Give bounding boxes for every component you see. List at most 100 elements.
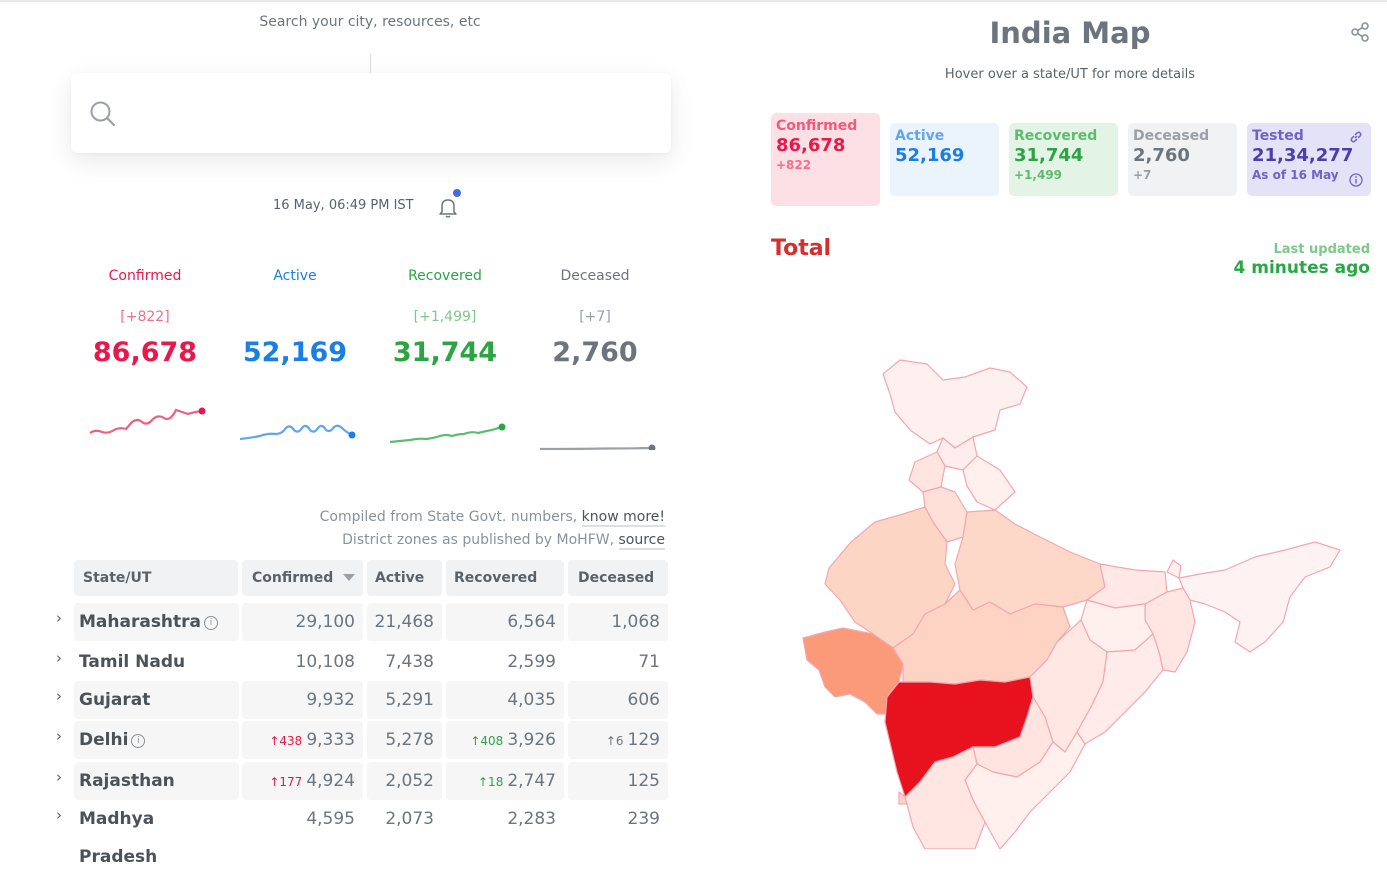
chevron-right-icon[interactable]: › [56, 806, 62, 824]
value-active: 5,278 [385, 730, 434, 750]
map-title: India Map [989, 16, 1151, 50]
link-icon[interactable] [1349, 130, 1363, 144]
level-active-total: 52,169 [242, 337, 348, 368]
map-state-goa [898, 791, 908, 805]
search-hint: Search your city, resources, etc [259, 14, 481, 30]
top-border [0, 0, 1387, 2]
header-confirmed-label: Confirmed [252, 570, 334, 586]
value-recovered: 4,035 [507, 690, 556, 710]
level-active-label: Active [273, 268, 317, 284]
compiled-note-line1: Compiled from State Govt. numbers, know … [319, 509, 665, 527]
source-link[interactable]: source [618, 532, 665, 550]
search-icon [90, 101, 116, 127]
table-cell-state[interactable]: Rajasthan [74, 762, 239, 800]
map-stat-tested[interactable]: Tested 21,34,277 As of 16 May [1247, 123, 1371, 196]
table-cell-deceased: 606 [568, 681, 668, 719]
bell-icon[interactable] [438, 197, 458, 219]
table-cell-recovered: ↑18 2,747 [446, 762, 564, 800]
value-active: 2,073 [385, 809, 434, 829]
india-map[interactable] [795, 352, 1355, 849]
map-stat-confirmed[interactable]: Confirmed 86,678 +822 [771, 113, 880, 206]
level-confirmed-delta: [+822] [120, 309, 170, 325]
map-stat-confirmed-value: 86,678 [776, 135, 846, 156]
value-confirmed: 29,100 [295, 612, 355, 632]
share-icon[interactable] [1349, 21, 1371, 43]
value-deceased: 239 [627, 809, 660, 829]
table-cell-confirmed: ↑177 4,924 [242, 762, 363, 800]
table-cell-state[interactable]: Maharashtra i [74, 603, 239, 641]
table-cell-confirmed: 10,108 [242, 643, 363, 681]
search-input[interactable] [133, 97, 657, 131]
table-cell-confirmed: 9,932 [242, 681, 363, 719]
header-state[interactable]: State/UT [74, 560, 238, 596]
value-state: Madhya Pradesh [79, 809, 158, 867]
map-stat-active-value: 52,169 [895, 145, 965, 166]
value-deceased: 71 [638, 652, 660, 672]
level-deceased-delta: [+7] [579, 309, 611, 325]
level-deceased-label: Deceased [560, 268, 630, 284]
value-confirmed: 10,108 [295, 652, 355, 672]
value-state: Rajasthan [79, 771, 175, 791]
level-deceased-total: 2,760 [552, 337, 638, 368]
table-cell-confirmed: ↑438 9,333 [242, 721, 363, 759]
header-active[interactable]: Active [367, 560, 442, 596]
map-state-karnataka [904, 746, 986, 849]
delta-deceased: ↑6 [605, 734, 624, 748]
table-cell-active: 21,468 [367, 603, 442, 641]
value-deceased: 129 [627, 730, 660, 750]
value-state: Maharashtra [79, 612, 202, 632]
map-state-uttarakhand [962, 455, 1016, 511]
chevron-right-icon[interactable]: › [56, 727, 62, 745]
map-stat-recovered[interactable]: Recovered 31,744 +1,499 [1009, 123, 1118, 196]
map-stat-active[interactable]: Active 52,169 [890, 123, 999, 196]
value-recovered: 6,564 [507, 612, 556, 632]
level-recovered-label: Recovered [408, 268, 482, 284]
table-cell-active: 2,073 [367, 800, 442, 838]
chevron-right-icon[interactable]: › [56, 768, 62, 786]
table-cell-recovered: 2,599 [446, 643, 564, 681]
last-update-timestamp: 16 May, 06:49 PM IST [273, 198, 414, 213]
map-state-north-east [1178, 541, 1341, 653]
map-state-odisha [1076, 633, 1164, 745]
value-recovered: 3,926 [507, 730, 556, 750]
deceased-sparkline [539, 444, 656, 450]
map-stat-recovered-value: 31,744 [1014, 145, 1084, 166]
value-state: Gujarat [79, 690, 151, 710]
table-cell-confirmed: 29,100 [242, 603, 363, 641]
confirmed-sparkline [89, 407, 206, 434]
chevron-right-icon[interactable]: › [56, 649, 62, 667]
info-icon[interactable] [1349, 173, 1363, 187]
map-stat-deceased[interactable]: Deceased 2,760 +7 [1128, 123, 1237, 196]
value-active: 21,468 [374, 612, 434, 632]
map-region-title: Total [771, 236, 832, 261]
compiled-text: Compiled from State Govt. numbers, [319, 509, 578, 525]
info-icon[interactable]: i [131, 734, 146, 748]
table-cell-state[interactable]: Delhi i [74, 721, 239, 759]
table-cell-state[interactable]: Madhya Pradesh [74, 800, 239, 867]
map-stat-tested-asof: As of 16 May [1252, 168, 1339, 182]
chevron-right-icon[interactable]: › [56, 609, 62, 627]
map-subtitle: Hover over a state/UT for more details [944, 67, 1196, 82]
table-cell-active: 2,052 [367, 762, 442, 800]
header-confirmed[interactable]: Confirmed [242, 560, 363, 596]
chevron-right-icon[interactable]: › [56, 687, 62, 705]
value-active: 7,438 [385, 652, 434, 672]
map-stat-deceased-delta: +7 [1133, 168, 1152, 182]
table-cell-state[interactable]: Tamil Nadu [74, 643, 239, 681]
value-deceased: 606 [627, 690, 660, 710]
delta-recovered: ↑18 [478, 775, 504, 789]
info-icon[interactable]: i [204, 616, 219, 630]
map-state-jammu-kashmir [882, 359, 1028, 449]
map-stat-deceased-label: Deceased [1133, 128, 1210, 144]
district-zones-text: District zones as published by MoHFW, [342, 532, 615, 548]
value-recovered: 2,283 [507, 809, 556, 829]
know-more-link[interactable]: know more! [581, 509, 665, 527]
value-recovered: 2,599 [507, 652, 556, 672]
delta-confirmed: ↑438 [269, 734, 303, 748]
header-deceased[interactable]: Deceased [568, 560, 668, 596]
level-confirmed-label: Confirmed [108, 268, 182, 284]
header-recovered[interactable]: Recovered [446, 560, 564, 596]
search-box[interactable] [71, 73, 671, 153]
table-cell-state[interactable]: Gujarat [74, 681, 239, 719]
active-sparkline [239, 424, 356, 441]
